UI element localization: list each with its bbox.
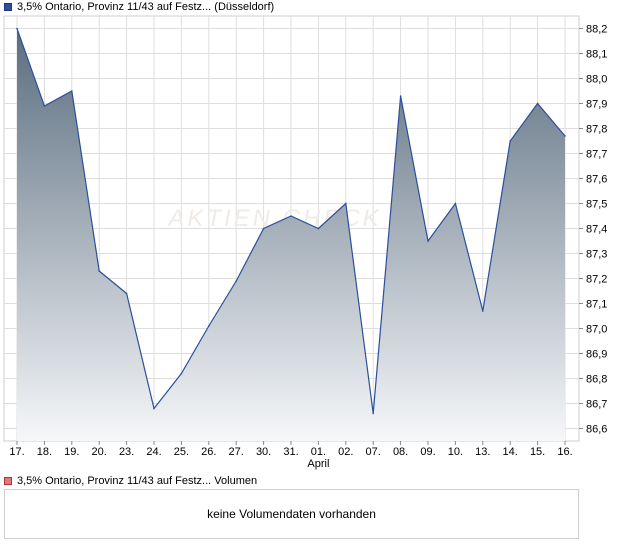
- y-tick-label: 87,7: [586, 149, 607, 161]
- x-tick-label: 16.: [557, 446, 572, 458]
- data-point: [71, 90, 73, 92]
- price-legend-swatch: [4, 3, 12, 11]
- price-legend-label: 3,5% Ontario, Provinz 11/43 auf Festz...…: [17, 1, 275, 13]
- y-axis-ticks: 88,2 88,1 88,0 87,9 87,8 87,7 87,6 87,5 87,4 87,3…: [579, 24, 607, 436]
- x-tick-label: 17.: [9, 446, 24, 458]
- price-legend: 3,5% Ontario, Provinz 11/43 auf Festz...…: [4, 0, 274, 14]
- volume-legend: 3,5% Ontario, Provinz 11/43 auf Festz...…: [4, 474, 257, 488]
- data-point: [345, 202, 347, 205]
- x-tick-label: 24.: [146, 446, 161, 458]
- y-tick-label: 87,0: [586, 324, 607, 336]
- data-point: [262, 227, 265, 230]
- x-tick-label: 23.: [119, 446, 134, 458]
- y-tick-label: 88,0: [586, 74, 607, 86]
- y-tick-label: 88,2: [586, 24, 607, 36]
- y-tick-label: 87,1: [586, 299, 607, 311]
- y-tick-label: 86,7: [586, 399, 607, 411]
- price-chart: AKTIEN CHECK 88,288,188,087,987,887,787,…: [3, 15, 607, 470]
- data-point: [399, 95, 402, 97]
- y-tick-label: 87,5: [586, 199, 607, 211]
- x-tick-label: 15.: [530, 446, 545, 458]
- y-tick-label: 87,9: [586, 99, 607, 111]
- data-point: [153, 407, 155, 410]
- data-point: [125, 292, 128, 295]
- x-month-label: April: [307, 458, 329, 470]
- price-points: [16, 27, 566, 415]
- data-point: [235, 280, 237, 282]
- y-tick-label: 88,1: [586, 49, 607, 61]
- data-point: [454, 202, 457, 205]
- x-tick-label: 26.: [201, 446, 216, 458]
- data-point: [482, 310, 484, 312]
- x-axis-ticks: 17. 18. 19. 20. 23. 24. 25. 26. 27. 30. 31. 01. 02. 0…: [9, 441, 573, 470]
- data-point: [509, 140, 512, 142]
- x-tick-label: 25.: [174, 446, 189, 458]
- x-tick-label: 10.: [448, 446, 463, 458]
- data-point: [372, 412, 375, 415]
- data-point: [290, 215, 292, 217]
- x-tick-label: 19.: [64, 446, 79, 458]
- x-tick-label: 31.: [283, 446, 298, 458]
- x-tick-label: 20.: [92, 446, 107, 458]
- x-tick-label: 07.: [366, 446, 381, 458]
- data-point: [180, 372, 183, 375]
- data-point: [98, 270, 100, 272]
- x-tick-label: 09.: [420, 446, 435, 458]
- y-tick-label: 87,2: [586, 274, 607, 286]
- volume-panel: keine Volumendaten vorhanden: [4, 489, 579, 539]
- volume-legend-label: 3,5% Ontario, Provinz 11/43 auf Festz...…: [17, 475, 258, 487]
- price-area: [17, 28, 565, 441]
- x-tick-label: 14.: [503, 446, 518, 458]
- x-tick-label: 13.: [475, 446, 490, 458]
- x-tick-label: 30.: [256, 446, 271, 458]
- y-tick-label: 87,6: [586, 174, 607, 186]
- data-point: [536, 102, 539, 105]
- y-tick-label: 87,3: [586, 249, 607, 261]
- x-tick-label: 18.: [37, 446, 52, 458]
- data-point: [208, 325, 210, 327]
- data-point: [427, 240, 429, 242]
- y-tick-label: 86,8: [586, 374, 607, 386]
- data-point: [16, 27, 18, 30]
- x-tick-label: 08.: [393, 446, 408, 458]
- y-tick-label: 87,8: [586, 124, 607, 136]
- volume-legend-swatch: [4, 477, 12, 485]
- volume-empty-message: keine Volumendaten vorhanden: [207, 507, 376, 521]
- y-tick-label: 86,6: [586, 424, 607, 436]
- data-point: [317, 227, 320, 230]
- x-tick-label: 01.: [311, 446, 326, 458]
- data-point: [564, 135, 566, 137]
- x-tick-label: 27.: [229, 446, 244, 458]
- x-tick-label: 02.: [338, 446, 353, 458]
- y-tick-label: 87,4: [586, 224, 607, 236]
- y-tick-label: 86,9: [586, 349, 607, 361]
- data-point: [43, 105, 46, 107]
